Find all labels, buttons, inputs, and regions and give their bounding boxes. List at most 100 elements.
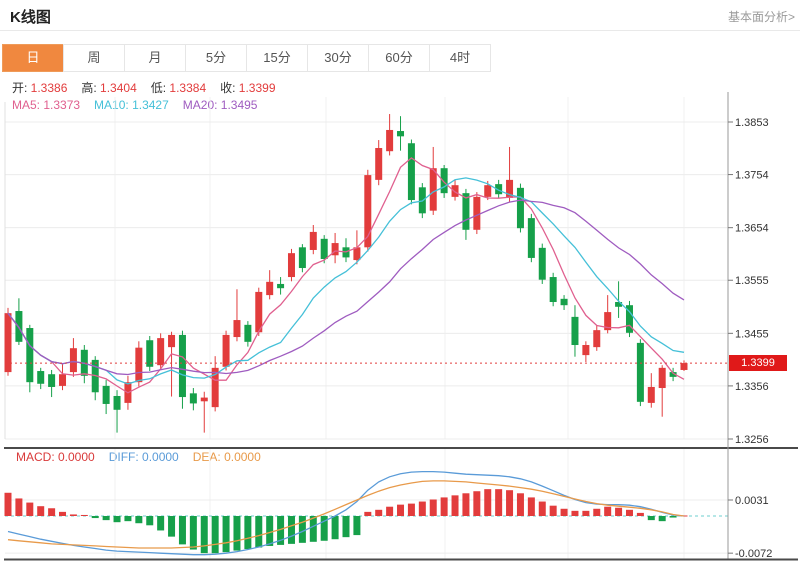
candle-up	[364, 175, 372, 248]
macd-bar-positive	[473, 491, 481, 516]
candle-up	[287, 253, 295, 278]
y-axis-label: 1.3256	[735, 434, 769, 446]
macd-bar-positive	[429, 499, 437, 516]
candle-down	[669, 372, 677, 377]
macd-bar-negative	[157, 516, 165, 531]
macd-bar-positive	[407, 503, 415, 516]
macd-bar-negative	[211, 516, 219, 554]
macd-bar-positive	[418, 501, 426, 516]
macd-bar-positive	[604, 506, 612, 516]
macd-bar-negative	[255, 516, 263, 548]
macd-bar-positive	[625, 509, 633, 516]
candle-up	[135, 347, 143, 383]
macd-bar-negative	[647, 516, 655, 521]
macd-histogram	[4, 489, 688, 554]
candle-down	[102, 385, 110, 404]
y-axis-label: 1.3356	[735, 381, 769, 393]
candle-down	[320, 238, 328, 259]
candle-down	[189, 393, 197, 404]
candle-down	[440, 168, 448, 194]
candle-down	[113, 395, 121, 410]
macd-chart: 0.0031 -0.0072	[4, 447, 798, 561]
y-axis-label: 1.3555	[735, 275, 769, 287]
macd-bar-negative	[233, 516, 241, 551]
tab-4hour[interactable]: 4时	[429, 44, 491, 72]
candle-down	[615, 302, 623, 307]
ohlc-legend: 开: 1.3386 高: 1.3404 低: 1.3384 收: 1.3399	[12, 79, 290, 96]
candle-down	[244, 324, 252, 342]
macd-bar-positive	[549, 505, 557, 516]
macd-bar-positive	[4, 492, 12, 516]
macd-bar-positive	[69, 514, 77, 516]
candle-down	[397, 131, 405, 137]
candle-down	[636, 342, 644, 402]
macd-bar-negative	[124, 516, 132, 522]
candle-down	[560, 298, 568, 306]
legend-item: 收: 1.3399	[220, 81, 276, 95]
macd-bar-positive	[37, 506, 45, 516]
candle-up	[582, 345, 590, 356]
macd-bar-positive	[397, 504, 405, 516]
y-axis-label: 1.3754	[735, 170, 769, 182]
tab-month[interactable]: 月	[124, 44, 186, 72]
candle-up	[331, 243, 339, 256]
candle-up	[604, 312, 612, 331]
header-divider	[0, 30, 800, 31]
macd-bar-negative	[91, 516, 99, 519]
macd-bar-negative	[298, 516, 306, 543]
macd-bar-negative	[658, 516, 666, 522]
candle-down	[178, 334, 186, 398]
tab-day[interactable]: 日	[2, 44, 64, 72]
ma20-line	[7, 199, 685, 376]
candle-down	[277, 283, 285, 289]
macd-bar-positive	[440, 497, 448, 516]
tab-week[interactable]: 周	[63, 44, 125, 72]
candle-up	[69, 348, 77, 373]
candle-down	[549, 277, 557, 303]
tab-30min[interactable]: 30分	[307, 44, 369, 72]
candle-down	[146, 340, 154, 367]
legend-item: MA10: 1.3427	[94, 98, 169, 112]
candle-up	[211, 367, 219, 408]
tab-15min[interactable]: 15分	[246, 44, 308, 72]
macd-bar-negative	[266, 516, 274, 546]
candle-down	[462, 193, 470, 230]
candle-down	[495, 184, 503, 195]
candle-up	[506, 179, 514, 198]
macd-bar-positive	[506, 490, 514, 516]
macd-bar-negative	[342, 516, 350, 538]
macd-bar-negative	[244, 516, 252, 550]
tab-60min[interactable]: 60分	[368, 44, 430, 72]
macd-bar-positive	[364, 511, 372, 516]
candle-up	[429, 168, 437, 211]
legend-item: 低: 1.3384	[150, 81, 207, 95]
macd-legend: MACD: 0.0000 DIFF: 0.0000 DEA: 0.0000	[16, 450, 275, 464]
fundamental-analysis-link[interactable]: 基本面分析>	[727, 10, 795, 24]
candle-down	[527, 218, 535, 258]
y-axis-label: 1.3455	[735, 328, 769, 340]
candle-down	[298, 247, 306, 269]
macd-bar-positive	[495, 489, 503, 516]
legend-item: DEA: 0.0000	[192, 450, 261, 464]
candle-up	[200, 397, 208, 402]
macd-bar-positive	[462, 493, 470, 516]
candle-up	[375, 148, 383, 180]
macd-bar-positive	[451, 495, 459, 516]
macd-bar-negative	[669, 516, 677, 518]
macd-bar-positive	[516, 493, 524, 516]
candle-up	[451, 185, 459, 197]
tab-5min[interactable]: 5分	[185, 44, 247, 72]
legend-item: 高: 1.3404	[81, 81, 137, 95]
y-axis-label: 0.0031	[735, 495, 769, 507]
candle-up	[59, 374, 67, 386]
macd-bar-negative	[309, 516, 317, 542]
dea-line	[7, 480, 685, 549]
macd-bar-positive	[15, 498, 23, 516]
macd-bar-negative	[200, 516, 208, 554]
y-axis-label: -0.0072	[735, 548, 772, 560]
candle-up	[680, 363, 688, 370]
macd-bar-positive	[538, 501, 546, 516]
candle-up	[353, 247, 361, 261]
macd-bar-negative	[113, 516, 121, 523]
